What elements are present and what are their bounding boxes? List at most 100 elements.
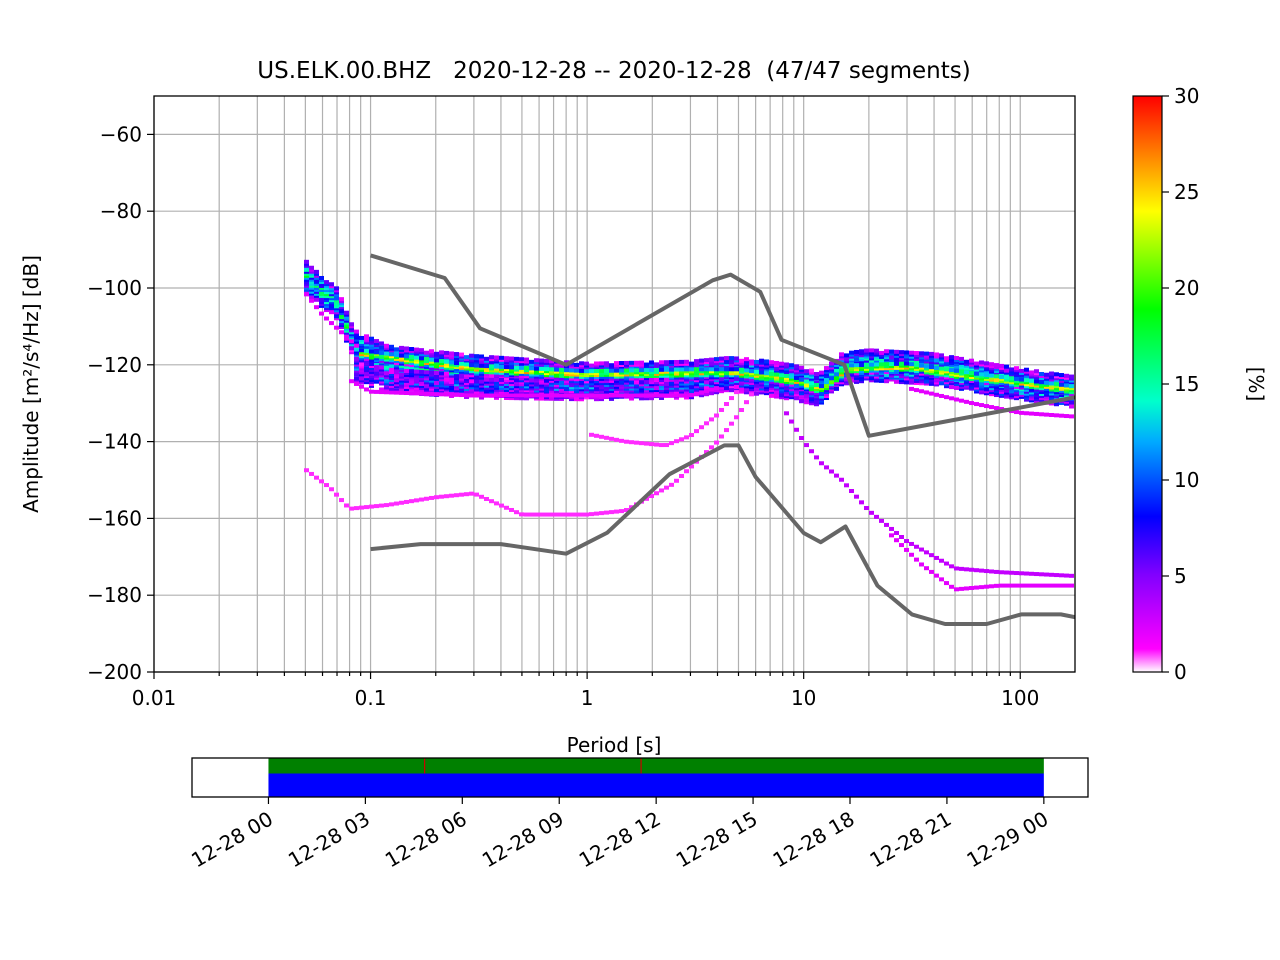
psd-cell	[924, 566, 929, 571]
psd-cell	[444, 350, 449, 355]
psd-cell	[379, 390, 384, 395]
psd-cell	[814, 380, 819, 385]
psd-cell	[829, 361, 834, 366]
psd-cell	[444, 392, 449, 397]
psd-cell	[1019, 368, 1024, 373]
psd-cell	[734, 415, 739, 420]
psd-cell	[499, 355, 504, 360]
psd-cell	[914, 544, 919, 549]
psd-cell	[679, 437, 684, 442]
psd-cell	[309, 295, 314, 300]
psd-cell	[529, 512, 534, 517]
psd-cell	[744, 368, 749, 373]
psd-cell	[544, 512, 549, 517]
psd-cell	[389, 344, 394, 349]
psd-cell	[489, 355, 494, 360]
psd-cell	[704, 367, 709, 372]
psd-cell	[839, 368, 844, 373]
psd-cell	[719, 356, 724, 361]
psd-cell	[909, 541, 914, 546]
psd-cell	[954, 587, 959, 592]
psd-cell	[1024, 583, 1029, 588]
psd-cell	[834, 473, 839, 478]
y-tick-label: −80	[100, 199, 142, 223]
psd-cell	[1054, 372, 1059, 377]
psd-cell	[574, 512, 579, 517]
psd-cell	[384, 351, 389, 356]
psd-cell	[714, 386, 719, 391]
psd-cell	[564, 393, 569, 398]
time-tick-label: 12-28 12	[575, 807, 665, 873]
psd-cell	[739, 358, 744, 363]
psd-cell	[1014, 366, 1019, 371]
psd-cell	[359, 348, 364, 353]
psd-cell	[874, 348, 879, 353]
psd-cell	[519, 376, 524, 381]
psd-cell	[724, 428, 729, 433]
psd-cell	[794, 427, 799, 432]
psd-cell	[829, 376, 834, 381]
psd-cell	[544, 393, 549, 398]
psd-cell	[854, 349, 859, 354]
psd-cell	[749, 359, 754, 364]
psd-cell	[719, 434, 724, 439]
psd-cell	[659, 367, 664, 372]
psd-cell	[439, 494, 444, 499]
colorbar-tick-label: 30	[1174, 84, 1199, 108]
psd-cell	[714, 367, 719, 372]
psd-cell	[774, 360, 779, 365]
psd-cell	[469, 373, 474, 378]
y-tick-label: −180	[87, 583, 142, 607]
psd-cell	[974, 361, 979, 366]
psd-cell	[939, 393, 944, 398]
psd-cell	[634, 393, 639, 398]
availability-x-axis: 12-28 00 12-28 03 12-28 06 12-28 09 12-28 12…	[187, 797, 1052, 872]
psd-cell	[859, 363, 864, 368]
psd-cell	[344, 503, 349, 508]
psd-cell	[639, 393, 644, 398]
psd-cell	[539, 366, 544, 371]
psd-cell	[459, 393, 464, 398]
y-tick-label: −120	[87, 353, 142, 377]
psd-cell	[999, 583, 1004, 588]
psd-cell	[404, 354, 409, 359]
psd-cell	[329, 282, 334, 287]
psd-cell	[389, 367, 394, 372]
time-tick-label: 12-28 09	[478, 807, 568, 873]
psd-cell	[1009, 367, 1014, 372]
psd-cell	[399, 345, 404, 350]
psd-cell	[929, 569, 934, 574]
psd-cell	[414, 391, 419, 396]
psd-cell	[364, 387, 369, 392]
psd-cell	[439, 371, 444, 376]
psd-cell	[959, 566, 964, 571]
psd-cell	[364, 505, 369, 510]
psd-cell	[974, 402, 979, 407]
psd-cell	[694, 429, 699, 434]
psd-cell	[1024, 411, 1029, 416]
psd-cell	[679, 367, 684, 372]
psd-cell	[454, 380, 459, 385]
psd-cell	[839, 477, 844, 482]
psd-cell	[954, 368, 959, 373]
psd-cell	[379, 341, 384, 346]
colorbar-tick-label: 0	[1174, 660, 1187, 684]
psd-cell	[609, 393, 614, 398]
psd-cell	[629, 393, 634, 398]
psd-cell	[619, 368, 624, 373]
psd-cell	[414, 498, 419, 503]
psd-cell	[459, 372, 464, 377]
psd-cell	[969, 586, 974, 591]
psd-cell	[644, 441, 649, 446]
psd-cell	[564, 368, 569, 373]
psd-cell	[369, 389, 374, 394]
psd-cell	[469, 353, 474, 358]
psd-cell	[464, 355, 469, 360]
psd-cell	[979, 403, 984, 408]
psd-cell	[629, 440, 634, 445]
psd-cell	[514, 393, 519, 398]
psd-cell	[489, 393, 494, 398]
psd-cell	[404, 368, 409, 373]
psd-cell	[964, 370, 969, 375]
psd-cell	[709, 387, 714, 392]
